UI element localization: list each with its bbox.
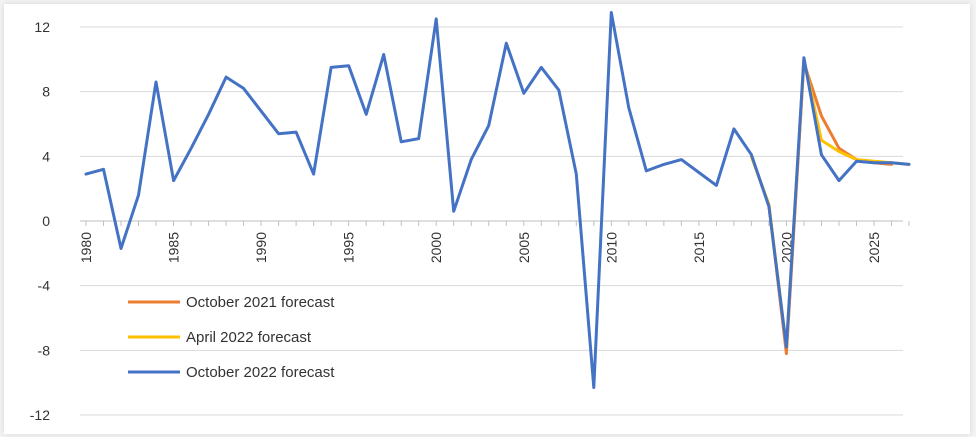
y-tick-label: 0	[42, 213, 50, 229]
x-tick-label: 2015	[691, 232, 707, 263]
series-line	[749, 57, 911, 349]
x-tick-label: 1995	[341, 232, 357, 263]
x-tick-label: 1980	[78, 232, 94, 263]
x-tick-label: 2005	[516, 232, 532, 263]
x-tick-label: 2000	[428, 232, 444, 263]
x-tick-label: 1990	[253, 232, 269, 263]
y-tick-label: -4	[38, 278, 51, 294]
y-tick-label: 8	[42, 84, 50, 100]
x-tick-label: 2020	[778, 232, 794, 263]
series-line	[749, 61, 893, 356]
y-tick-label: 4	[42, 148, 50, 164]
x-tick-label: 2010	[603, 232, 619, 263]
x-tick-label: 2025	[866, 232, 882, 263]
legend-label: October 2021 forecast	[186, 294, 335, 311]
series-line	[84, 11, 911, 389]
legend-label: April 2022 forecast	[186, 329, 312, 346]
y-tick-label: -8	[38, 342, 51, 358]
y-tick-label: 12	[34, 19, 50, 35]
x-tick-label: 1985	[166, 232, 182, 263]
y-tick-label: -12	[30, 407, 50, 423]
legend-label: October 2022 forecast	[186, 364, 335, 381]
